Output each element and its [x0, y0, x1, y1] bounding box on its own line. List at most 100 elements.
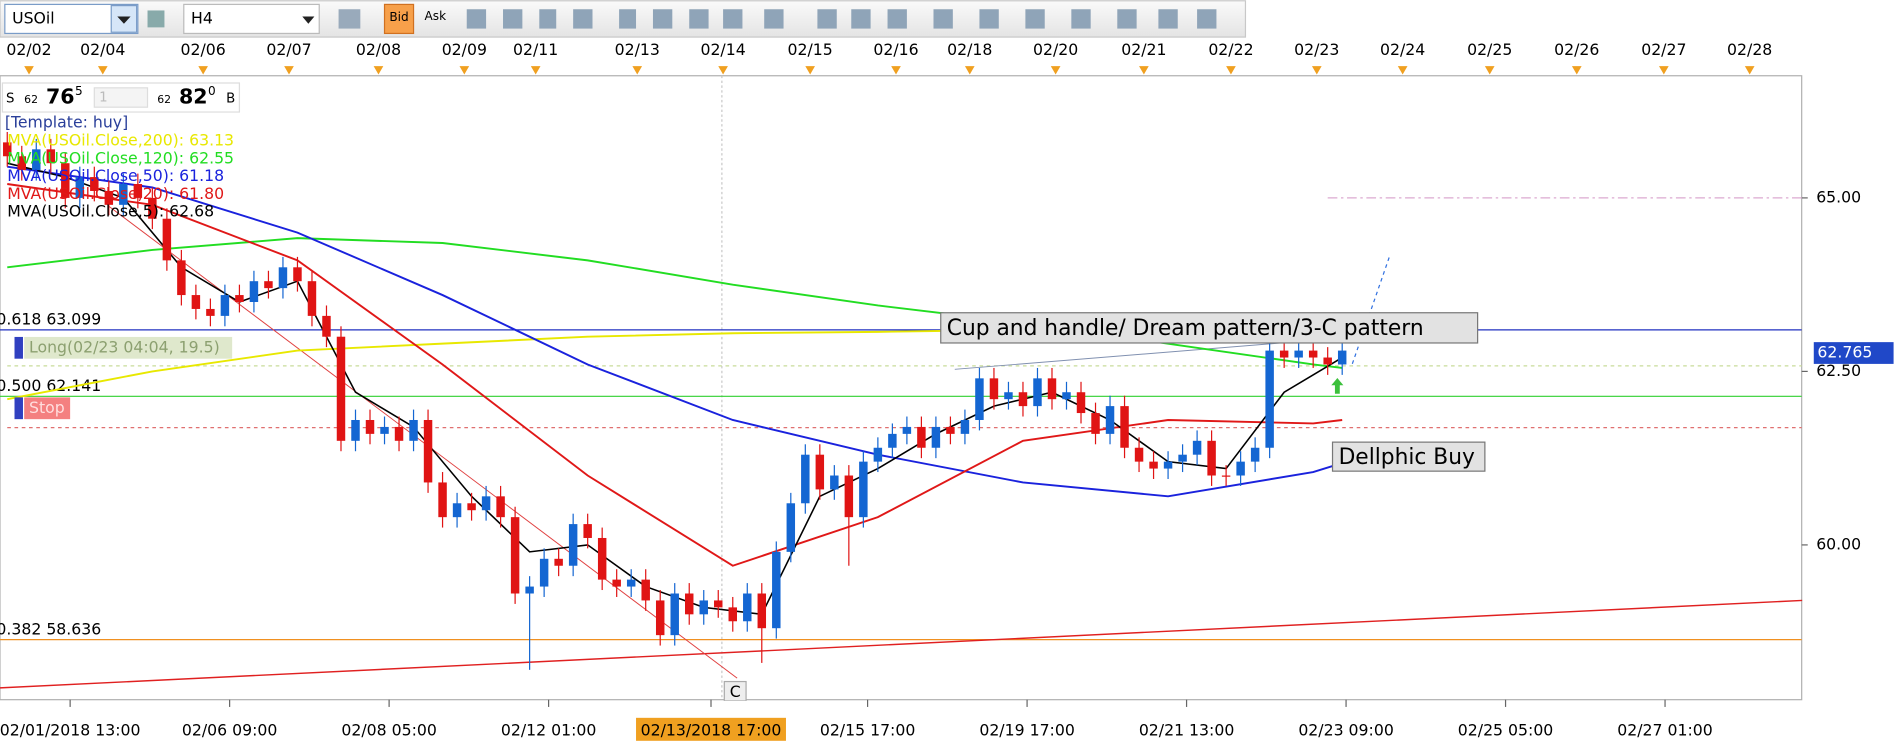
- moving-average: [7, 165, 1343, 498]
- bid-button[interactable]: [383, 3, 415, 35]
- date-marker: [1226, 66, 1236, 75]
- candle-body: [975, 378, 984, 420]
- candle-body: [568, 524, 578, 566]
- candle-body: [1178, 454, 1187, 462]
- time-label: 02/13/2018 17:00: [641, 721, 782, 740]
- candle-body: [1163, 461, 1173, 469]
- time-axis: [0, 700, 1896, 744]
- annotation-box: [940, 312, 1479, 344]
- sell-prefix: 62: [24, 93, 38, 106]
- candle-body: [830, 475, 839, 490]
- trend-line: [0, 599, 1803, 689]
- level-label: 0.618 63.099: [0, 310, 101, 329]
- candle-body: [597, 537, 607, 580]
- candle-body: [394, 426, 404, 441]
- candle-body: [220, 295, 230, 316]
- y-tick-label: 65.00: [1816, 187, 1861, 206]
- time-label: 02/23 09:00: [1298, 721, 1394, 740]
- trend-line: [108, 205, 738, 679]
- sell-label[interactable]: S: [6, 92, 14, 107]
- date-marker: [1311, 66, 1322, 75]
- candle-body: [496, 496, 505, 518]
- buy-big: 82: [179, 85, 208, 109]
- candle-body: [989, 378, 999, 400]
- buy-pip: 0: [208, 84, 216, 98]
- candle-body: [888, 433, 897, 448]
- time-label: 02/12 01:00: [501, 721, 597, 740]
- date-marker: [459, 66, 470, 75]
- candle-body: [902, 426, 912, 434]
- tool-icon[interactable]: [147, 10, 165, 28]
- candle-body: [1076, 392, 1086, 414]
- candle-body: [685, 593, 694, 615]
- candle-body: [162, 218, 172, 261]
- date-marker: [805, 66, 815, 75]
- moving-average: [7, 183, 1343, 567]
- date-marker: [632, 66, 643, 75]
- date-label: 02/02: [6, 40, 51, 59]
- order-marker: [14, 397, 23, 420]
- candle-body: [3, 142, 12, 157]
- tool-icon[interactable]: [338, 9, 361, 29]
- price-tag: [1813, 342, 1894, 364]
- candle-body: [1323, 357, 1332, 365]
- date-label: 02/09: [442, 40, 487, 59]
- ask-label[interactable]: Ask: [425, 9, 447, 23]
- date-marker: [97, 66, 108, 75]
- legend-entry: MVA(USOil.Close,200): 63.13: [7, 131, 234, 150]
- date-label: 02/13: [615, 40, 660, 59]
- candle-body: [670, 593, 679, 636]
- date-label: 02/16: [873, 40, 918, 59]
- date-label: 02/15: [788, 40, 833, 59]
- date-label: 02/22: [1208, 40, 1253, 59]
- date-label: 02/04: [80, 40, 125, 59]
- candle-body: [409, 419, 418, 441]
- date-label: 02/20: [1033, 40, 1078, 59]
- candle-body: [554, 558, 563, 566]
- candle-body: [90, 177, 99, 191]
- candle-body: [1105, 406, 1115, 434]
- timeframe-box[interactable]: [183, 3, 320, 35]
- candle-body: [946, 426, 955, 434]
- trend-line: [954, 342, 1282, 370]
- lots-input[interactable]: [93, 87, 149, 108]
- candle-body: [1134, 447, 1144, 462]
- candle-body: [844, 475, 854, 518]
- candle-body: [1149, 461, 1158, 469]
- long-order: [24, 336, 233, 359]
- candle-body: [801, 454, 810, 504]
- date-marker: [24, 66, 34, 75]
- candle-body: [815, 454, 825, 490]
- stop-order-label: Stop: [29, 398, 65, 417]
- candle-body: [1120, 406, 1129, 448]
- candle-body: [728, 607, 737, 622]
- candle-body: [307, 281, 317, 316]
- annotation: Dellphic Buy: [1339, 445, 1475, 470]
- candle-body: [293, 267, 302, 282]
- time-label: 02/21 13:00: [1139, 721, 1234, 740]
- date-label: 02/28: [1727, 40, 1772, 59]
- candle-body: [583, 524, 592, 538]
- candle-body: [510, 517, 520, 594]
- candle-body: [1207, 440, 1216, 476]
- candle-body: [75, 177, 85, 198]
- time-label: 02/06 09:00: [182, 721, 278, 740]
- candle-body: [525, 586, 534, 594]
- level-label: 0.500 62.141: [0, 376, 101, 395]
- buy-label[interactable]: B: [226, 92, 235, 107]
- candle-body: [61, 163, 70, 198]
- long-order-label: Long(02/23 04:04, 19.5): [29, 337, 220, 356]
- candle-body: [264, 281, 273, 289]
- candle-body: [743, 593, 752, 622]
- candle-body: [931, 426, 941, 448]
- candle-body: [1265, 350, 1274, 448]
- sell-big: 76: [46, 85, 75, 109]
- time-label: 02/08 05:00: [341, 721, 437, 740]
- date-marker: [1397, 66, 1408, 75]
- candle-body: [481, 496, 491, 511]
- candle-body: [1337, 350, 1347, 365]
- time-label: 02/25 05:00: [1458, 721, 1554, 740]
- candle-body: [452, 503, 462, 518]
